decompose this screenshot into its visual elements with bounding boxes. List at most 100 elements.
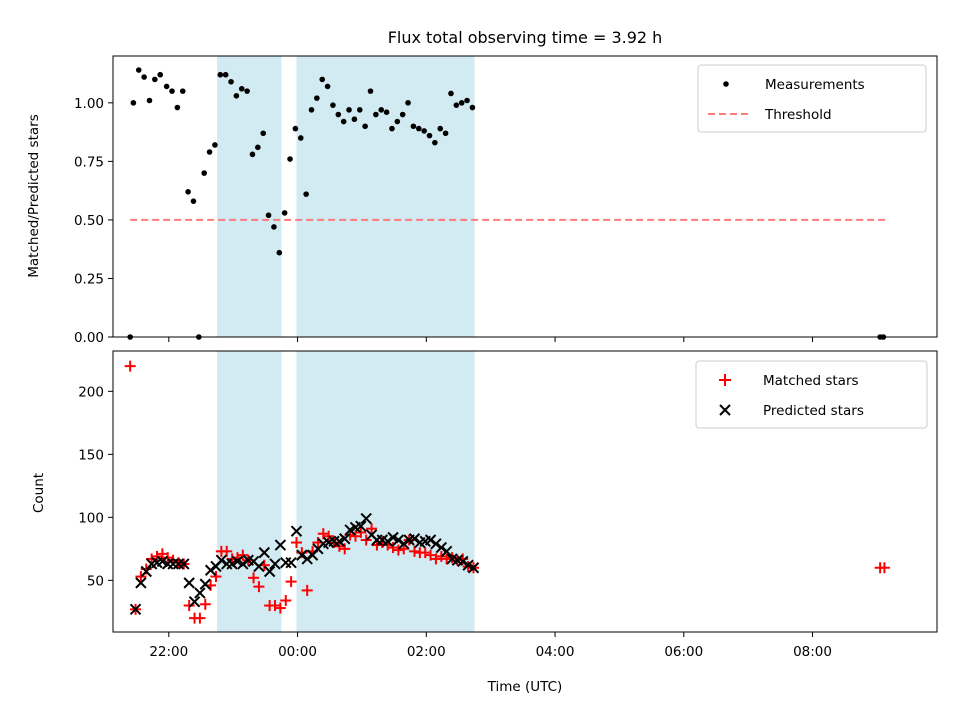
- top-x-ticks: [168, 337, 814, 342]
- matched-star-point: [355, 526, 367, 538]
- predicted-star-point: [285, 556, 297, 569]
- predicted-star-point: [360, 512, 372, 525]
- matched-star-point: [194, 612, 206, 624]
- matched-star-point: [199, 598, 211, 610]
- x-tick-label: 06:00: [664, 644, 703, 660]
- legend-measurements-label: Measurements: [765, 77, 865, 93]
- predicted-star-point: [253, 560, 265, 573]
- measurement-point: [410, 123, 417, 130]
- measurements-points: [127, 67, 887, 340]
- predicted-star-point: [339, 533, 351, 545]
- measurement-point: [255, 144, 261, 151]
- measurement-point: [383, 109, 390, 115]
- matched-star-point: [221, 545, 233, 557]
- predicted-star-point: [408, 533, 421, 545]
- matched-star-point: [124, 360, 136, 372]
- matched-star-point: [253, 581, 265, 593]
- predicted-star-point: [188, 596, 201, 608]
- predicted-star-point: [398, 538, 410, 550]
- measurement-point: [169, 88, 175, 94]
- measurement-point: [378, 107, 385, 113]
- top-y-tick-label: 0.25: [74, 271, 104, 287]
- matched-star-point: [419, 547, 431, 559]
- matched-star-point: [441, 553, 453, 565]
- matched-star-point: [435, 550, 447, 562]
- predicted-star-point: [199, 578, 211, 590]
- predicted-star-point: [467, 562, 480, 574]
- bottom-y-tick-label: 200: [78, 384, 104, 400]
- measurement-point: [130, 100, 137, 106]
- measurement-point: [389, 125, 395, 132]
- matched-star-point: [237, 549, 249, 561]
- measurement-point: [249, 151, 256, 158]
- top-y-tick-label: 0.50: [74, 213, 104, 229]
- measurement-point: [356, 107, 363, 113]
- matched-star-point: [430, 553, 442, 565]
- measurement-point: [373, 111, 379, 118]
- predicted-star-point: [440, 545, 453, 558]
- top-panel: 0.00 0.25 0.50 0.75 1.00 Flux total observin…: [26, 28, 938, 346]
- measurement-point: [228, 78, 234, 85]
- measurement-point: [233, 93, 240, 99]
- predicted-star-point: [381, 535, 394, 547]
- predicted-stars-points: [129, 512, 480, 616]
- predicted-star-point: [258, 546, 270, 559]
- matched-star-point: [162, 552, 174, 564]
- measurement-point: [244, 88, 250, 94]
- bottom-legend-box: [695, 360, 928, 429]
- measurement-point: [426, 132, 433, 139]
- predicted-star-point: [296, 549, 308, 561]
- predicted-star-point: [215, 554, 228, 566]
- top-y-tick-label: 0.75: [74, 154, 104, 170]
- measurement-point: [174, 104, 181, 111]
- predicted-star-point: [355, 520, 367, 532]
- measurement-point: [469, 104, 476, 111]
- matched-star-point: [408, 545, 420, 557]
- measurement-point: [324, 83, 331, 90]
- x-tick-label: 22:00: [149, 644, 188, 660]
- predicted-star-point: [129, 603, 142, 616]
- predicted-star-point: [392, 534, 405, 546]
- matched-star-point: [151, 550, 163, 562]
- bottom-x-ticks: 22:00 00:00 02:00 04:00 06:00 08:00: [149, 632, 832, 660]
- predicted-star-point: [424, 534, 437, 546]
- measurement-point: [330, 102, 336, 108]
- measurement-point: [163, 83, 170, 90]
- measurement-point: [399, 111, 406, 118]
- matched-star-point: [301, 584, 313, 596]
- legend-measurements-marker: [723, 81, 729, 87]
- predicted-star-point: [237, 558, 249, 570]
- shaded-interval-1: [296, 56, 475, 337]
- measurement-point: [335, 111, 342, 118]
- x-tick-label: 08:00: [793, 644, 832, 660]
- top-shaded-intervals: [217, 56, 475, 337]
- measurement-point: [146, 97, 153, 104]
- top-legend-box: [697, 64, 927, 133]
- bottom-y-tick-label: 50: [87, 573, 104, 589]
- measurement-point: [190, 198, 197, 204]
- measurement-point: [367, 88, 374, 94]
- bottom-axes-frame: [112, 350, 938, 633]
- legend-predicted-label: Predicted stars: [763, 403, 864, 419]
- legend-threshold-label: Threshold: [764, 107, 832, 123]
- shaded-interval-0: [217, 351, 282, 632]
- matched-star-point: [387, 542, 399, 554]
- measurement-point: [405, 100, 411, 106]
- bottom-legend: Matched stars Predicted stars: [695, 360, 928, 429]
- predicted-star-point: [290, 525, 303, 537]
- x-tick-label: 02:00: [407, 644, 446, 660]
- bottom-y-ticks: 50 100 150 200: [78, 384, 113, 589]
- measurement-point: [362, 123, 368, 130]
- measurement-point: [260, 130, 267, 137]
- measurement-point: [340, 118, 347, 125]
- measurement-point: [303, 191, 309, 197]
- matched-star-point: [366, 523, 378, 535]
- matched-star-point: [323, 530, 335, 542]
- predicted-star-point: [178, 558, 190, 570]
- measurement-point: [265, 212, 272, 219]
- measurement-point: [453, 102, 460, 108]
- top-legend: Measurements Threshold: [697, 64, 927, 133]
- measurement-point: [464, 97, 470, 104]
- measurement-point: [319, 76, 326, 83]
- bottom-panel: 22:00 00:00 02:00 04:00 06:00 08:00 50 100 150 2…: [31, 350, 938, 695]
